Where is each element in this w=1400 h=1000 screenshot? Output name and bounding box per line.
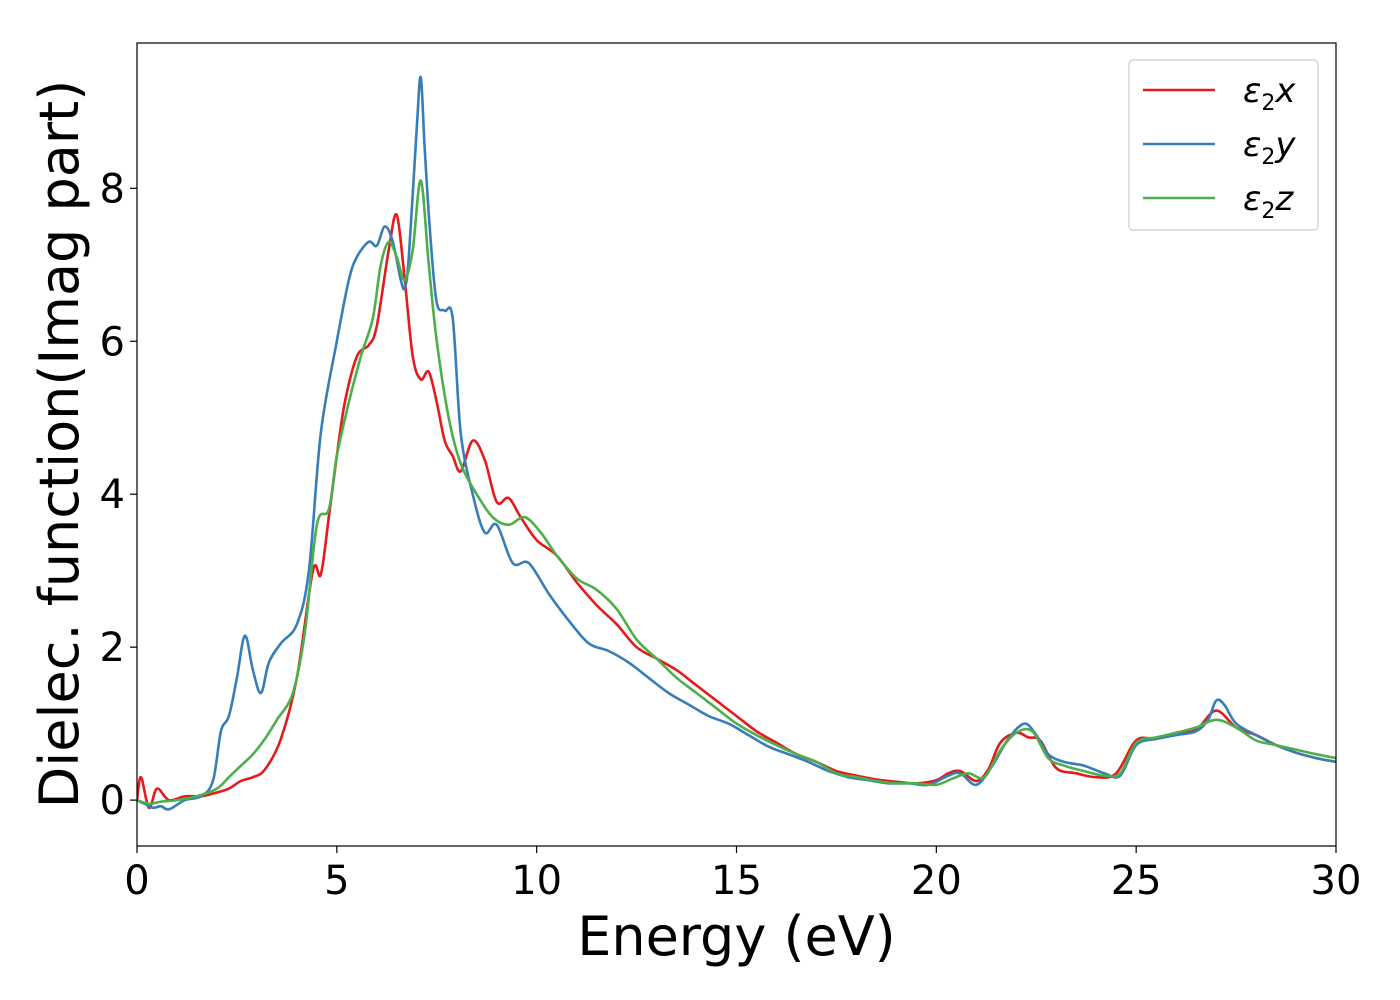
legend-label-x: ε2x bbox=[1243, 71, 1296, 116]
y-tick-label: 2 bbox=[100, 625, 125, 671]
y-axis-ticks: 0 2 4 6 8 bbox=[100, 166, 137, 824]
y-tick-label: 6 bbox=[100, 319, 125, 365]
legend-label-z: ε2z bbox=[1243, 179, 1294, 224]
y-tick-label: 4 bbox=[100, 472, 125, 518]
series-line-z bbox=[137, 179, 1336, 806]
x-tick-label: 10 bbox=[511, 858, 562, 904]
x-tick-label: 25 bbox=[1111, 858, 1162, 904]
x-tick-label: 0 bbox=[124, 858, 149, 904]
x-axis-ticks: 0 5 10 15 20 25 30 bbox=[124, 846, 1361, 904]
series-layer bbox=[137, 75, 1336, 811]
legend-label-y: ε2y bbox=[1243, 125, 1296, 170]
series-line-x bbox=[137, 213, 1336, 810]
x-tick-label: 30 bbox=[1311, 858, 1362, 904]
legend-frame bbox=[1128, 59, 1319, 231]
y-axis-label: Dielec. function(Imag part) bbox=[28, 80, 91, 809]
x-tick-label: 20 bbox=[911, 858, 962, 904]
y-tick-label: 0 bbox=[100, 778, 125, 824]
y-tick-label: 8 bbox=[100, 166, 125, 212]
x-tick-label: 5 bbox=[324, 858, 349, 904]
x-axis-label: Energy (eV) bbox=[577, 905, 896, 968]
series-line-y bbox=[137, 75, 1336, 811]
x-tick-label: 15 bbox=[711, 858, 762, 904]
legend: ε2x ε2y ε2z bbox=[1128, 59, 1319, 231]
